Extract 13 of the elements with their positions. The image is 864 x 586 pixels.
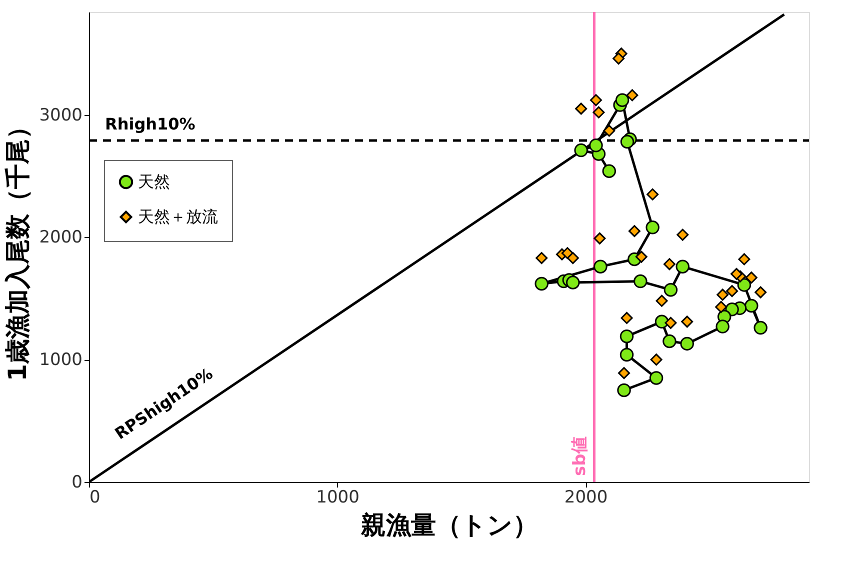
- ref-line-label: Rhigh10%: [105, 114, 196, 134]
- legend-label: 天然＋放流: [138, 207, 218, 226]
- y-tick-label: 3000: [39, 105, 82, 126]
- y-tick-label: 0: [72, 472, 82, 492]
- x-axis-title: 親漁量（トン）: [360, 510, 538, 540]
- y-tick-label: 2000: [39, 228, 82, 248]
- ref-line-label: sb値: [570, 436, 590, 476]
- legend-label: 天然: [138, 172, 170, 191]
- x-tick-label: 1000: [316, 488, 360, 508]
- y-axis-title: 1歳漁加入尾数（千尾）: [3, 114, 32, 382]
- x-tick-label: 0: [90, 488, 100, 508]
- y-tick-label: 1000: [39, 350, 82, 370]
- x-tick-label: 2000: [564, 488, 608, 508]
